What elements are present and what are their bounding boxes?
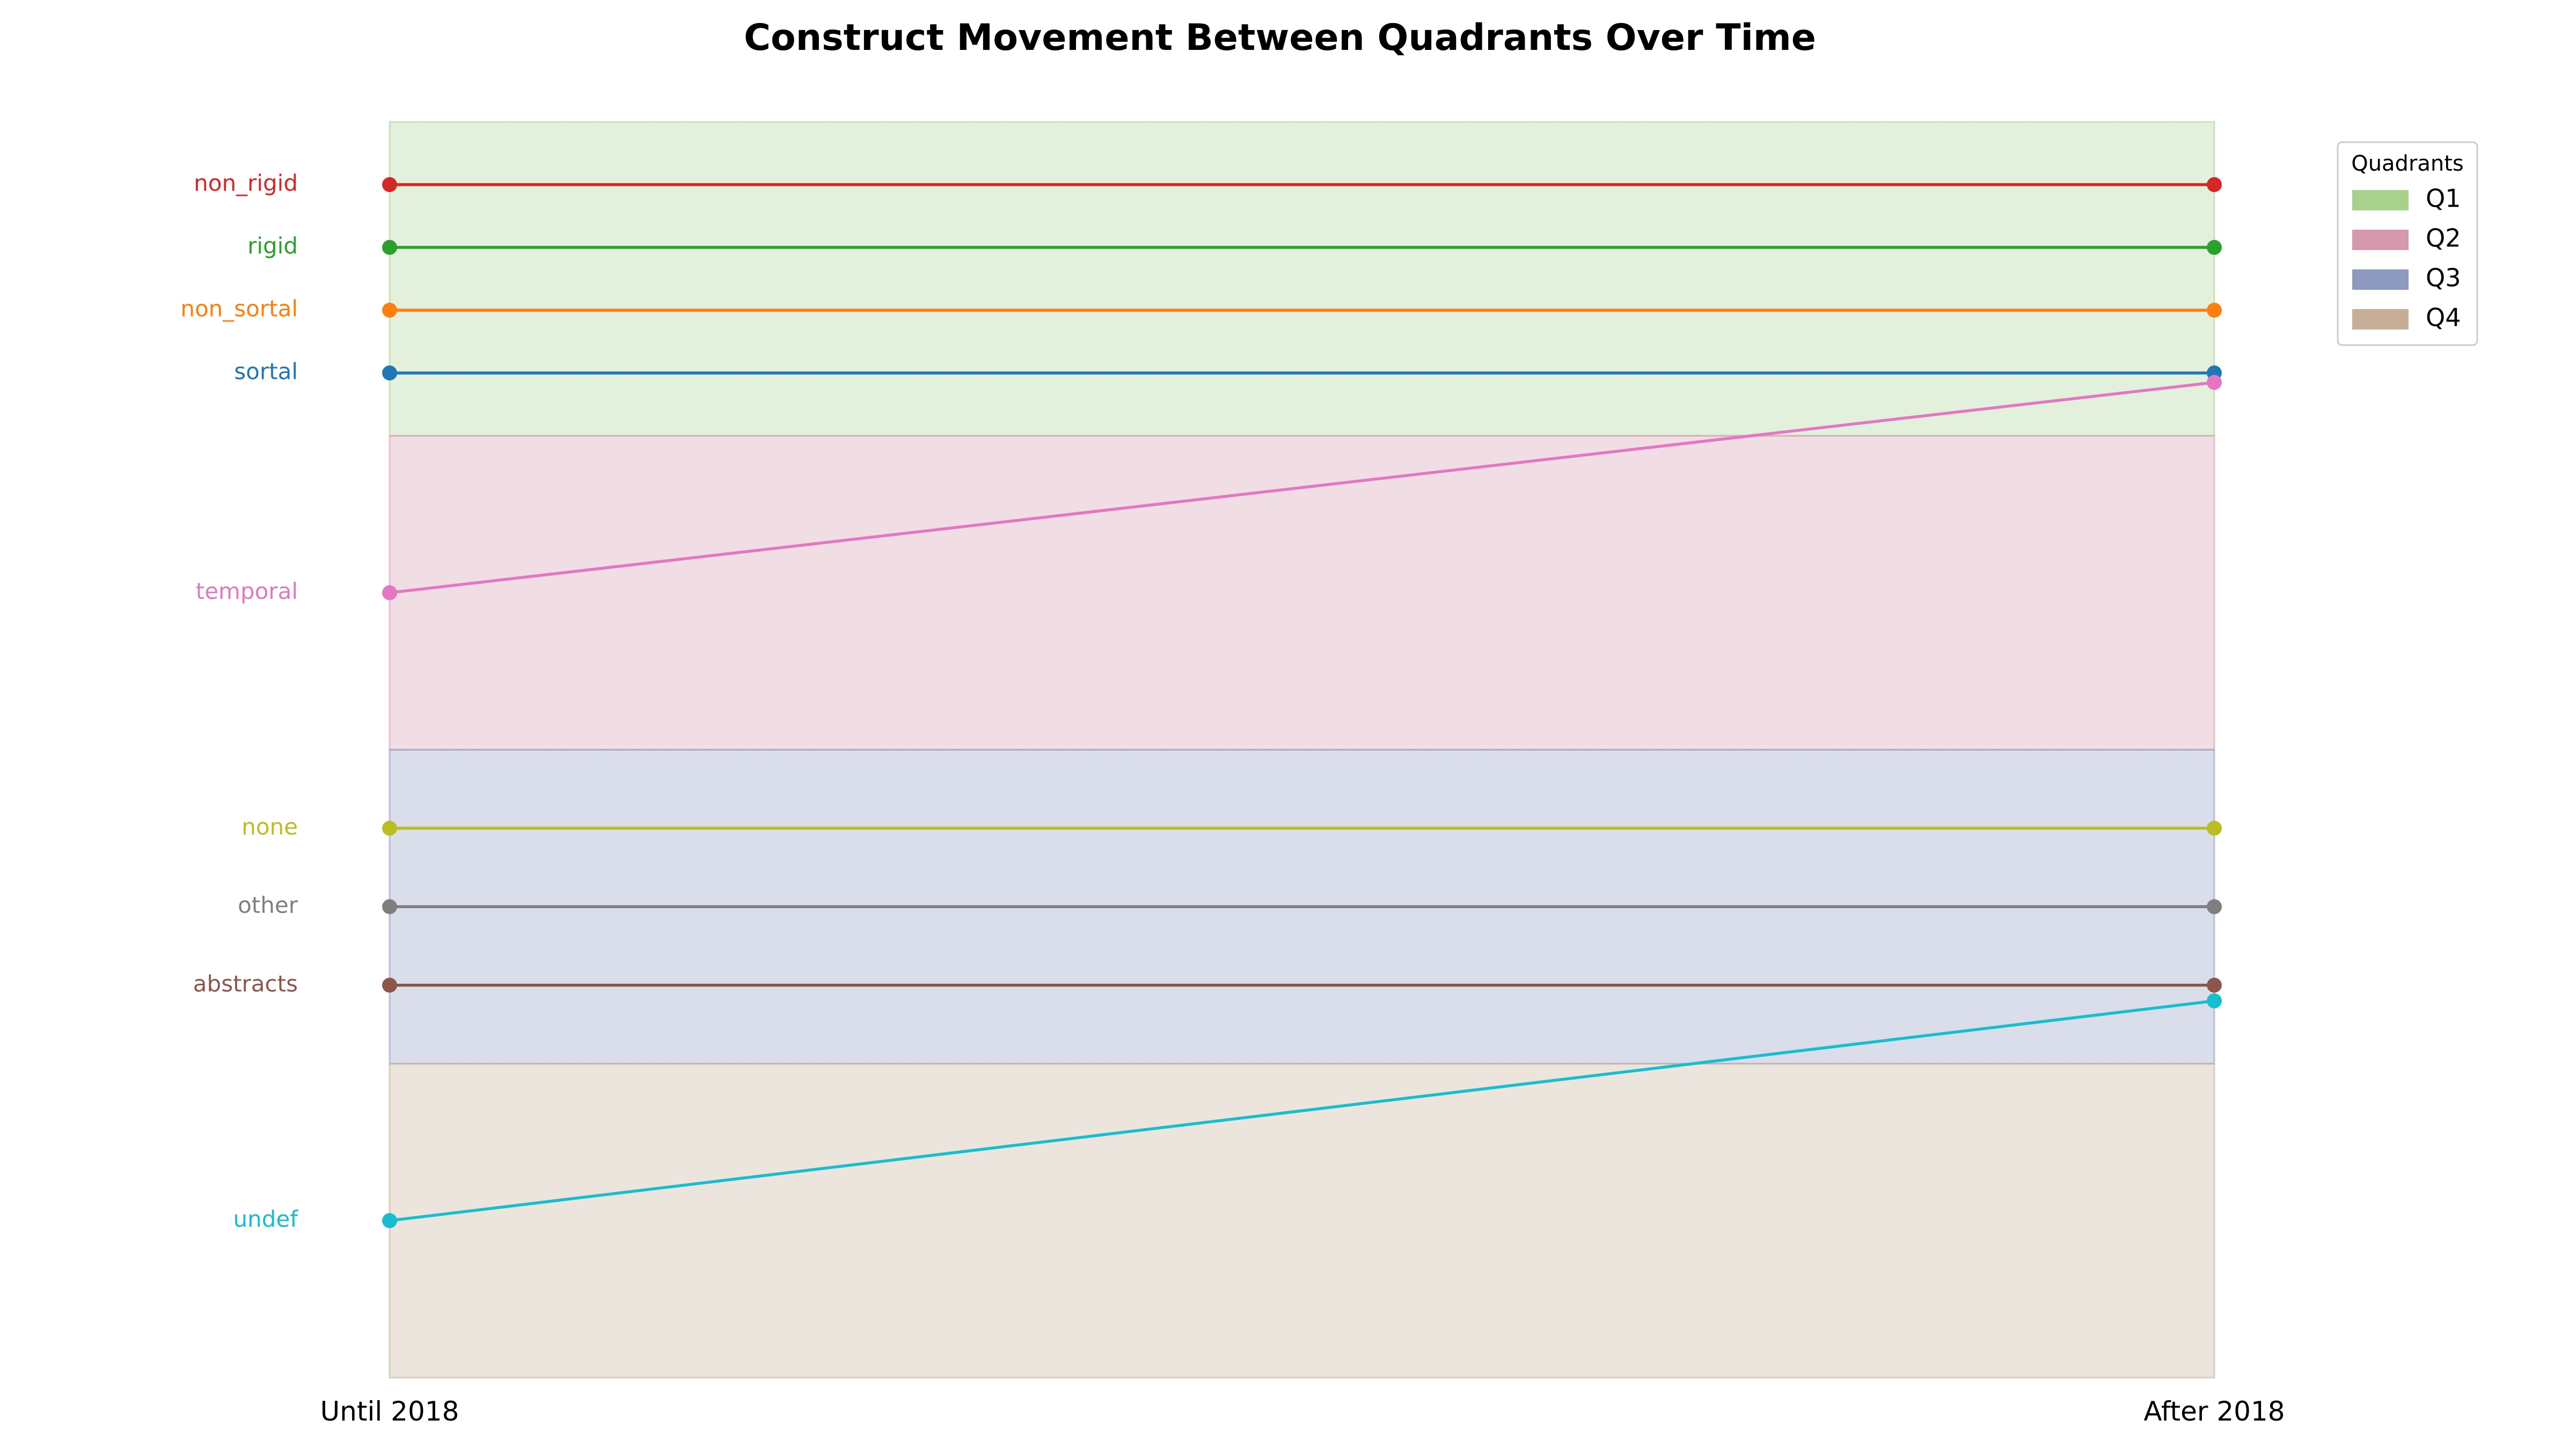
series-label-undef: undef xyxy=(233,1206,298,1232)
series-point-rigid-after-2018 xyxy=(2207,240,2222,255)
quadrant-band-q1 xyxy=(389,121,2215,437)
series-point-other-until-2018 xyxy=(382,899,397,914)
series-points xyxy=(382,177,2222,1228)
series-label-other: other xyxy=(238,892,298,918)
legend-label-q3: Q3 xyxy=(2426,264,2461,292)
series-label-rigid: rigid xyxy=(247,233,298,259)
x-tick-label-until-2018: Until 2018 xyxy=(320,1396,459,1427)
series-label-non-sortal: non_sortal xyxy=(180,296,298,322)
series-line-undef xyxy=(389,999,2215,1223)
legend-title: Quadrants xyxy=(2351,151,2464,176)
series-point-temporal-until-2018 xyxy=(382,585,397,601)
series-point-temporal-after-2018 xyxy=(2207,375,2222,390)
series-point-abstracts-after-2018 xyxy=(2207,977,2222,993)
series-line-temporal xyxy=(389,380,2215,595)
series-point-undef-until-2018 xyxy=(382,1213,397,1228)
series-point-undef-after-2018 xyxy=(2207,993,2222,1008)
legend-items: Q1 Q2 Q3 Q4 xyxy=(2352,184,2461,332)
series-label-temporal: temporal xyxy=(196,578,298,604)
legend-swatch-q2 xyxy=(2352,230,2409,250)
quadrant-band-q4 xyxy=(389,1063,2215,1379)
series-point-non-sortal-until-2018 xyxy=(382,303,397,318)
series-point-none-after-2018 xyxy=(2207,821,2222,836)
legend-swatch-q1 xyxy=(2352,190,2409,210)
series-point-other-after-2018 xyxy=(2207,899,2222,914)
series-label-sortal: sortal xyxy=(234,358,298,385)
series-point-none-until-2018 xyxy=(382,821,397,836)
legend-label-q1: Q1 xyxy=(2426,184,2461,213)
legend-swatch-q3 xyxy=(2352,269,2409,290)
x-tick-label-after-2018: After 2018 xyxy=(2143,1396,2285,1427)
series-label-abstracts: abstracts xyxy=(193,970,298,997)
series-point-sortal-until-2018 xyxy=(382,365,397,380)
series-label-none: none xyxy=(241,814,298,840)
quadrant-band-q2 xyxy=(389,435,2215,751)
series-point-non-sortal-after-2018 xyxy=(2207,303,2222,318)
legend: Quadrants Q1 Q2 Q3 Q4 xyxy=(2337,141,2478,346)
legend-swatch-q4 xyxy=(2352,309,2409,330)
series-point-non-rigid-after-2018 xyxy=(2207,177,2222,192)
legend-label-q2: Q2 xyxy=(2426,224,2461,253)
series-point-abstracts-until-2018 xyxy=(382,977,397,993)
series-point-non-rigid-until-2018 xyxy=(382,177,397,192)
series-point-rigid-until-2018 xyxy=(382,240,397,255)
chart-title: Construct Movement Between Quadrants Ove… xyxy=(744,17,1816,59)
series-lines xyxy=(389,183,2215,1223)
series-label-non-rigid: non_rigid xyxy=(194,170,298,196)
legend-label-q4: Q4 xyxy=(2426,303,2461,332)
